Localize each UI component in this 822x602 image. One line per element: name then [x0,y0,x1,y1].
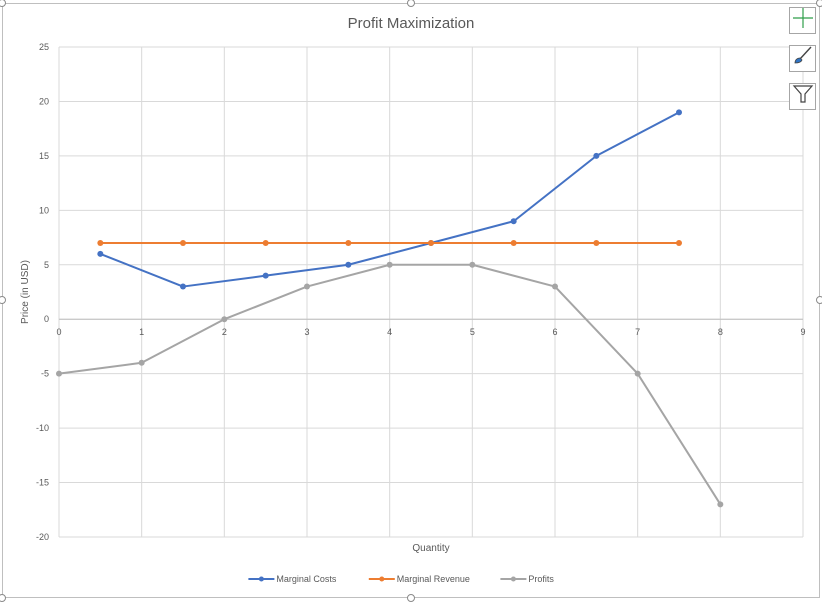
gridlines [58,46,804,538]
legend-marker [258,576,264,582]
x-axis-title[interactable]: Quantity [412,543,449,554]
data-point[interactable] [593,240,600,246]
data-point[interactable] [552,283,558,290]
series-group [56,109,724,508]
data-point[interactable] [221,316,228,323]
y-tick-label: 0 [44,314,49,324]
data-point[interactable] [386,261,393,268]
data-point[interactable] [262,240,269,246]
chart-styles-button[interactable] [789,45,816,72]
data-point[interactable] [345,261,352,268]
resize-handle-top[interactable] [407,0,415,7]
y-tick-label: -5 [41,369,49,379]
x-tick-label: 6 [552,327,557,337]
y-tick-label: 20 [39,96,49,106]
series-marginal-revenue[interactable] [97,240,682,246]
x-tick-label: 0 [56,327,61,337]
data-point[interactable] [97,240,104,246]
data-point[interactable] [510,240,517,246]
data-point[interactable] [56,370,62,377]
x-tick-label: 7 [635,327,640,337]
data-point[interactable] [138,359,145,366]
resize-handle-right[interactable] [816,296,822,304]
data-point[interactable] [97,250,104,257]
y-tick-label: 15 [39,151,49,161]
data-point[interactable] [593,152,600,159]
tick-labels: 0 1 2 3 4 5 6 7 8 9 25 20 15 10 5 0 -5 -10 -15 -20 [36,42,806,542]
y-axis-title[interactable]: Price (in USD) [20,260,31,324]
x-tick-label: 3 [304,327,309,337]
series-line[interactable] [99,111,680,288]
legend-marker [379,576,385,582]
legend-label: Profits [528,574,554,584]
legend-item[interactable]: Marginal Revenue [368,574,470,584]
data-point[interactable] [676,109,682,116]
chart-filters-button[interactable] [789,83,816,110]
data-point[interactable] [717,501,724,508]
y-tick-label: 25 [39,42,49,52]
legend-marker [510,576,516,582]
y-tick-label: -15 [36,478,49,488]
plus-icon [792,7,814,34]
data-point[interactable] [676,240,682,246]
resize-handle-top-left[interactable] [0,0,6,7]
legend-label: Marginal Costs [276,574,337,584]
legend-label: Marginal Revenue [397,574,470,584]
resize-handle-left[interactable] [0,296,6,304]
data-point[interactable] [180,240,186,246]
data-point[interactable] [180,283,186,290]
data-point[interactable] [262,272,269,279]
data-point[interactable] [510,218,517,225]
x-tick-label: 5 [470,327,475,337]
filter-icon [792,83,814,110]
x-tick-label: 4 [387,327,392,337]
y-tick-label: 10 [39,205,49,215]
y-tick-label: -10 [36,423,49,433]
legend[interactable]: Marginal Costs Marginal Revenue Profits [248,574,554,584]
series-marginal-costs[interactable] [97,109,682,290]
x-tick-label: 8 [718,327,723,337]
chart-area[interactable] [2,3,820,598]
legend-item[interactable]: Profits [500,574,554,584]
y-tick-label: 5 [44,260,49,270]
series-profits[interactable] [56,261,724,508]
chart-title[interactable]: Profit Maximization [348,15,475,32]
data-point[interactable] [634,370,641,377]
resize-handle-top-right[interactable] [816,0,822,7]
x-tick-label: 2 [222,327,227,337]
x-tick-label: 1 [139,327,144,337]
legend-item[interactable]: Marginal Costs [248,574,337,584]
y-tick-label: -20 [36,532,49,542]
chart-elements-button[interactable] [789,7,816,34]
data-point[interactable] [428,240,434,246]
brush-icon [792,45,814,72]
x-tick-label: 9 [800,327,805,337]
data-point[interactable] [345,240,352,246]
data-point[interactable] [304,283,310,290]
data-point[interactable] [469,261,476,268]
